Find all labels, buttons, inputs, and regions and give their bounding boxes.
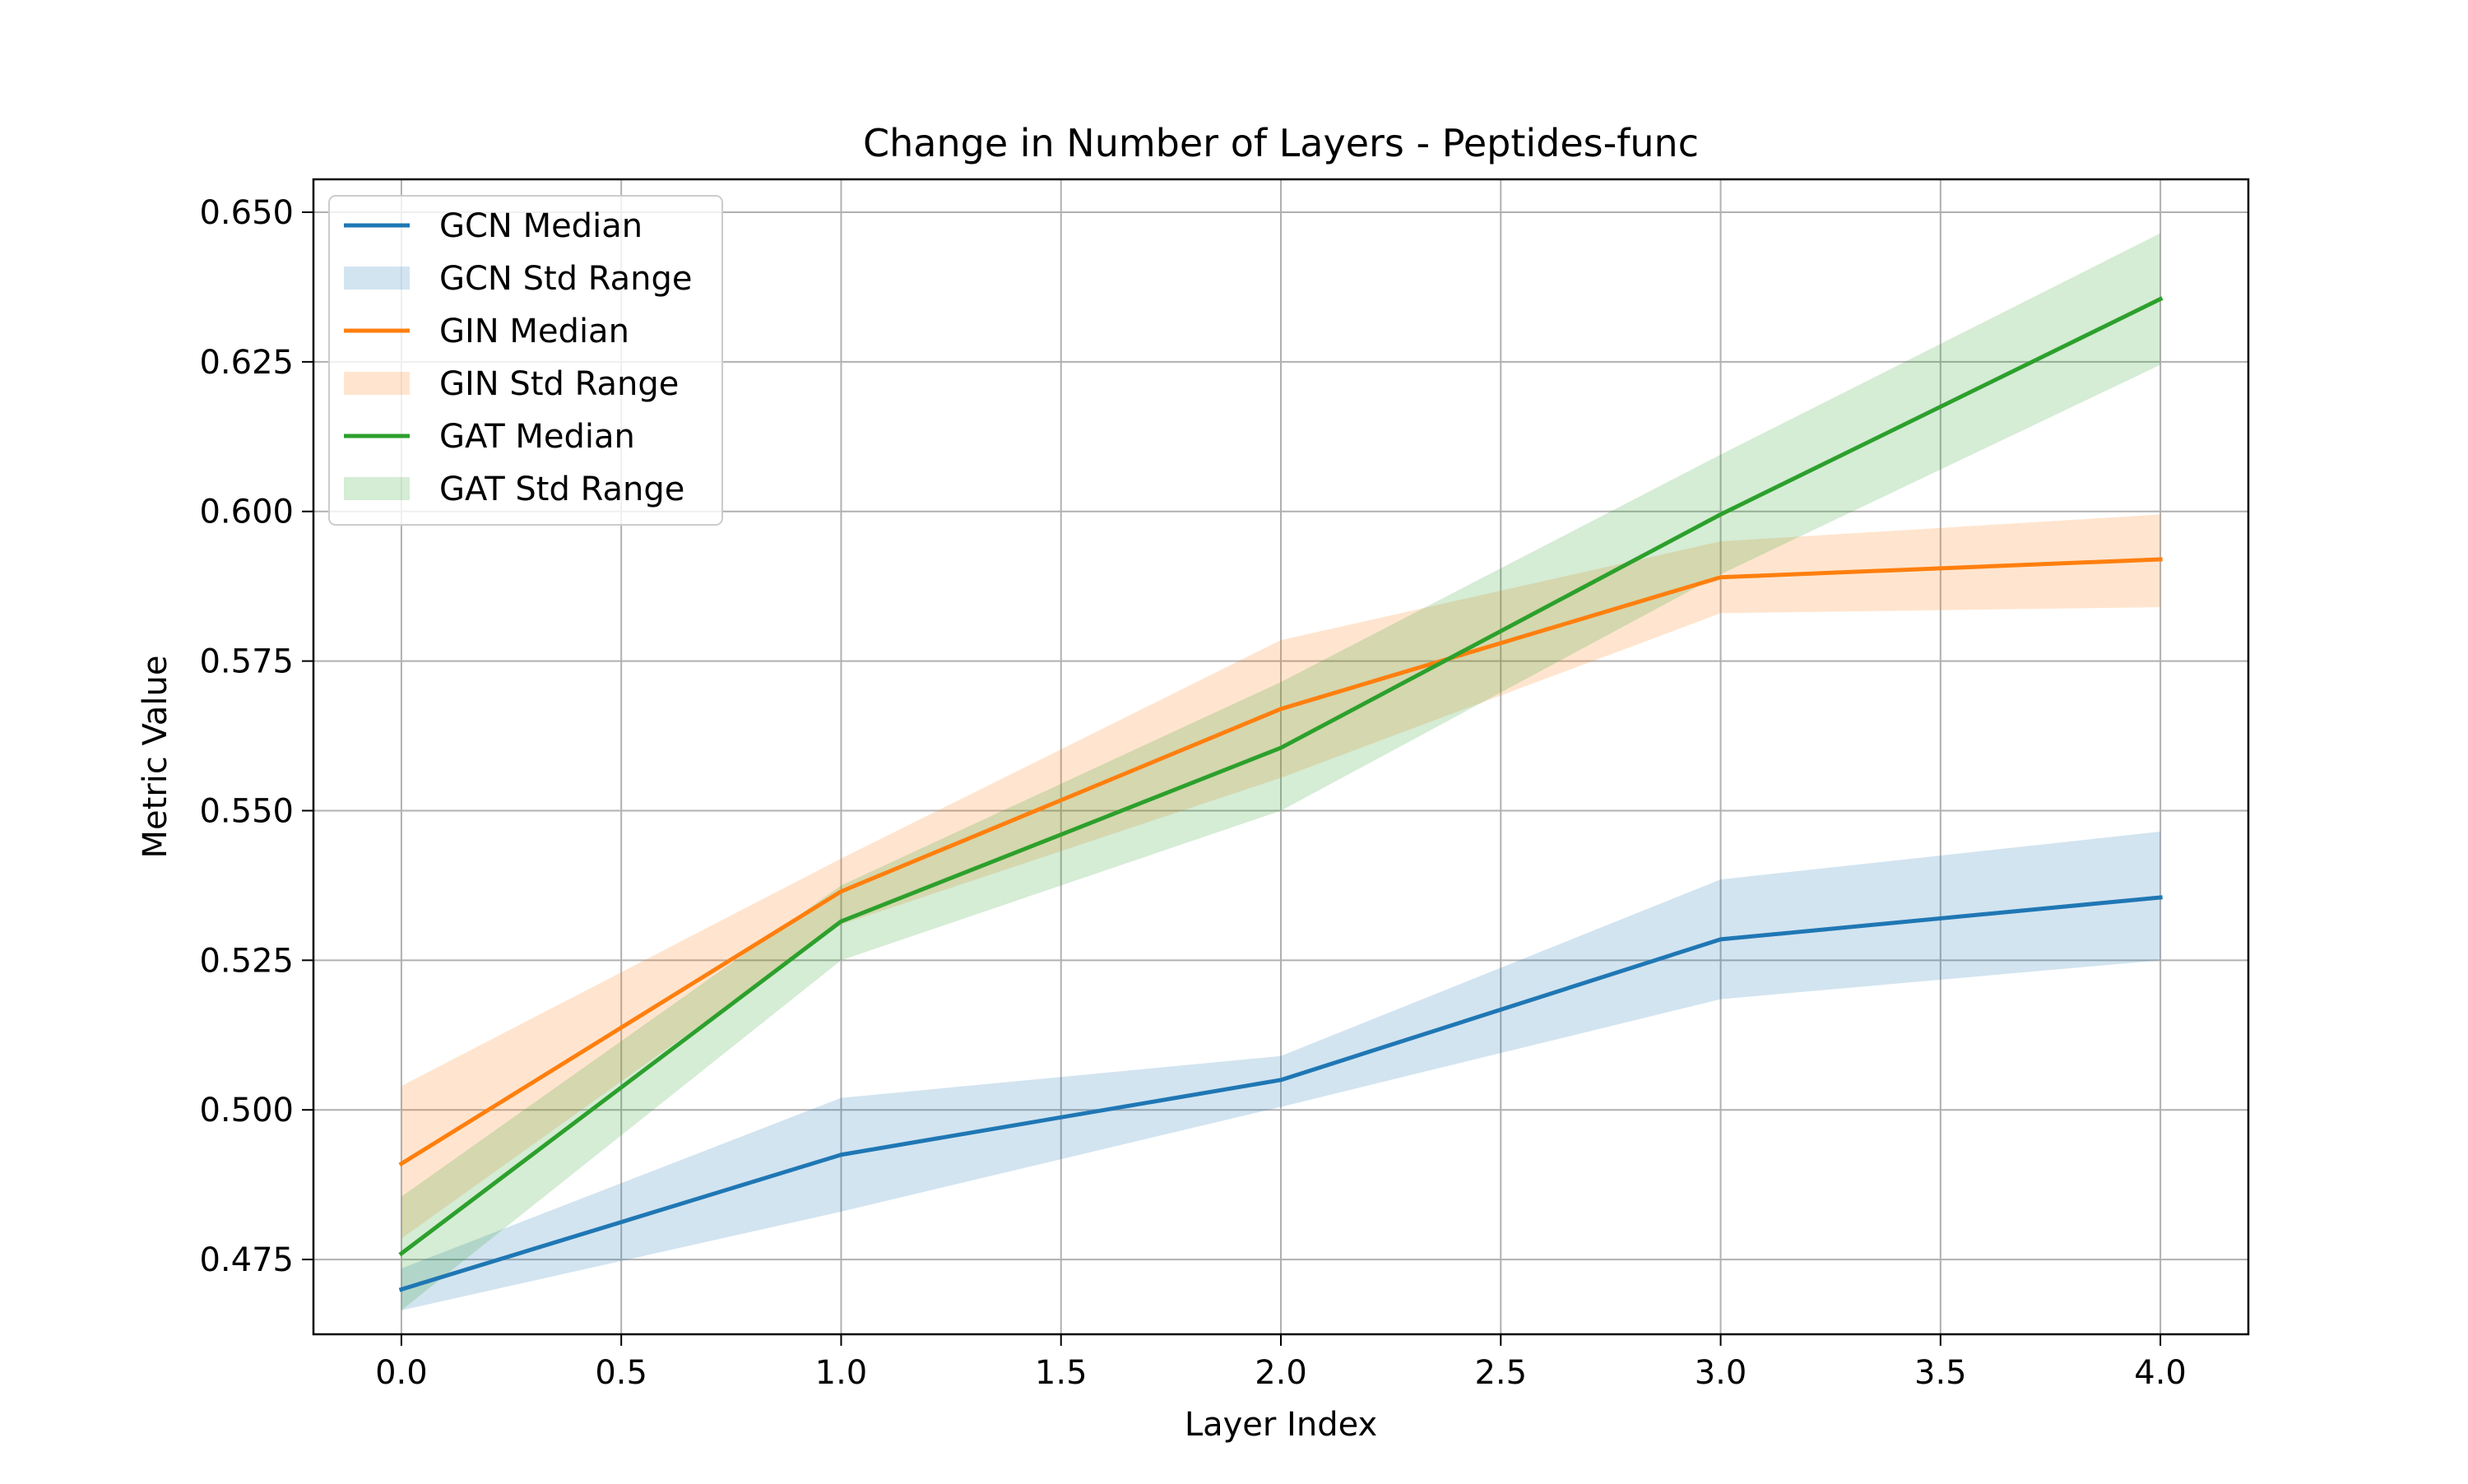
- x-tick-label: 4.0: [2134, 1354, 2187, 1392]
- gat-data-point: [1720, 514, 1721, 515]
- gcn-data-point: [1281, 1079, 1282, 1080]
- legend-label: GCN Std Range: [439, 260, 693, 298]
- gin-data-point: [841, 891, 842, 892]
- y-tick-label: 0.650: [199, 194, 294, 232]
- y-tick-label: 0.525: [199, 942, 294, 980]
- legend-label: GIN Median: [439, 313, 629, 350]
- median-lines: [398, 296, 2164, 1292]
- legend: GCN Median GCN Std Range GIN Median GIN Std…: [328, 195, 723, 526]
- x-tick-label: 3.0: [1695, 1354, 1747, 1392]
- gcn-std-band: [401, 831, 2161, 1310]
- gat-std-band: [401, 233, 2161, 1310]
- y-tick-label: 0.625: [199, 344, 294, 382]
- gin-std-band: [401, 514, 2161, 1239]
- gat-median-line: [398, 296, 2164, 1257]
- gat-data-point: [841, 921, 842, 922]
- x-axis-label: Layer Index: [1185, 1406, 1377, 1444]
- y-tick-label: 0.500: [199, 1092, 294, 1129]
- x-tick-label: 3.5: [1914, 1354, 1967, 1392]
- x-tick-label: 1.0: [815, 1354, 868, 1392]
- x-tick-label: 0.0: [375, 1354, 428, 1392]
- legend-box: [328, 195, 723, 526]
- std-bands: [401, 233, 2161, 1310]
- gcn-data-point: [841, 1154, 842, 1155]
- legend-swatch-gcn-std: [344, 267, 410, 290]
- y-axis-label: Metric Value: [137, 656, 174, 859]
- x-tick-label: 1.5: [1035, 1354, 1088, 1392]
- y-tick-label: 0.475: [199, 1241, 294, 1279]
- chart-title: Change in Number of Layers - Peptides-fu…: [863, 121, 1699, 165]
- legend-label: GIN Std Range: [439, 365, 679, 403]
- legend-label: GAT Median: [439, 418, 635, 456]
- legend-label: GAT Std Range: [439, 471, 684, 508]
- x-tick-label: 2.0: [1255, 1354, 1307, 1392]
- y-tick-label: 0.575: [199, 643, 294, 681]
- gin-median-line: [398, 557, 2163, 1167]
- grid: [313, 179, 2248, 1334]
- legend-swatch-gin-std: [344, 372, 410, 395]
- gcn-median-line: [398, 895, 2163, 1292]
- axis-ticks: 0.0 0.5 1.0 1.5 2.0 2.5 3.0 3.5 4.0 0.475 0.500 0.5…: [199, 194, 2186, 1392]
- x-tick-label: 2.5: [1474, 1354, 1527, 1392]
- gin-data-point: [1281, 708, 1282, 709]
- legend-swatch-gat-std: [344, 477, 410, 500]
- legend-label: GCN Median: [439, 207, 643, 245]
- y-tick-label: 0.600: [199, 494, 294, 531]
- gat-data-point: [1281, 748, 1282, 749]
- x-tick-label: 0.5: [595, 1354, 647, 1392]
- y-tick-label: 0.550: [199, 792, 294, 830]
